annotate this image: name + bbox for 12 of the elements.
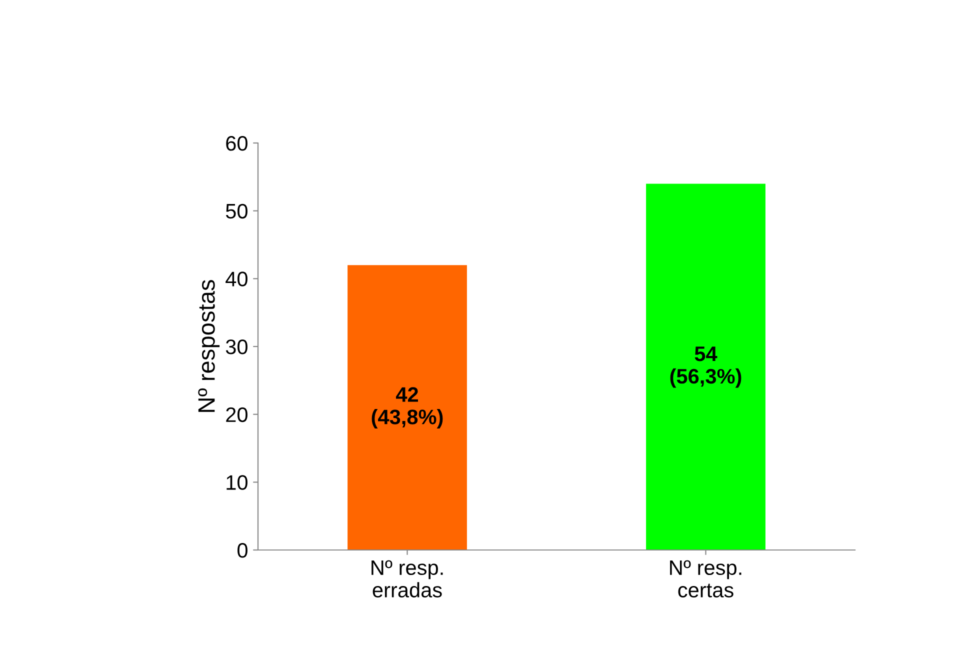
- x-tick-label: Nº resp. erradas: [372, 560, 443, 598]
- data-label: 42 (43,8%): [372, 387, 443, 428]
- data-label: 54 (56,3%): [670, 346, 742, 388]
- y-tick-label: 60: [226, 136, 248, 151]
- y-axis-title: Nº respostas: [198, 280, 220, 412]
- x-tick-label: Nº resp. certas: [670, 560, 742, 598]
- y-tick-label: 20: [226, 407, 248, 422]
- y-tick-label: 40: [226, 272, 248, 286]
- y-tick-label: 50: [226, 204, 248, 219]
- y-tick-label: 10: [226, 475, 248, 490]
- y-tick-label: 30: [226, 340, 248, 354]
- y-tick-label: 0: [238, 543, 248, 558]
